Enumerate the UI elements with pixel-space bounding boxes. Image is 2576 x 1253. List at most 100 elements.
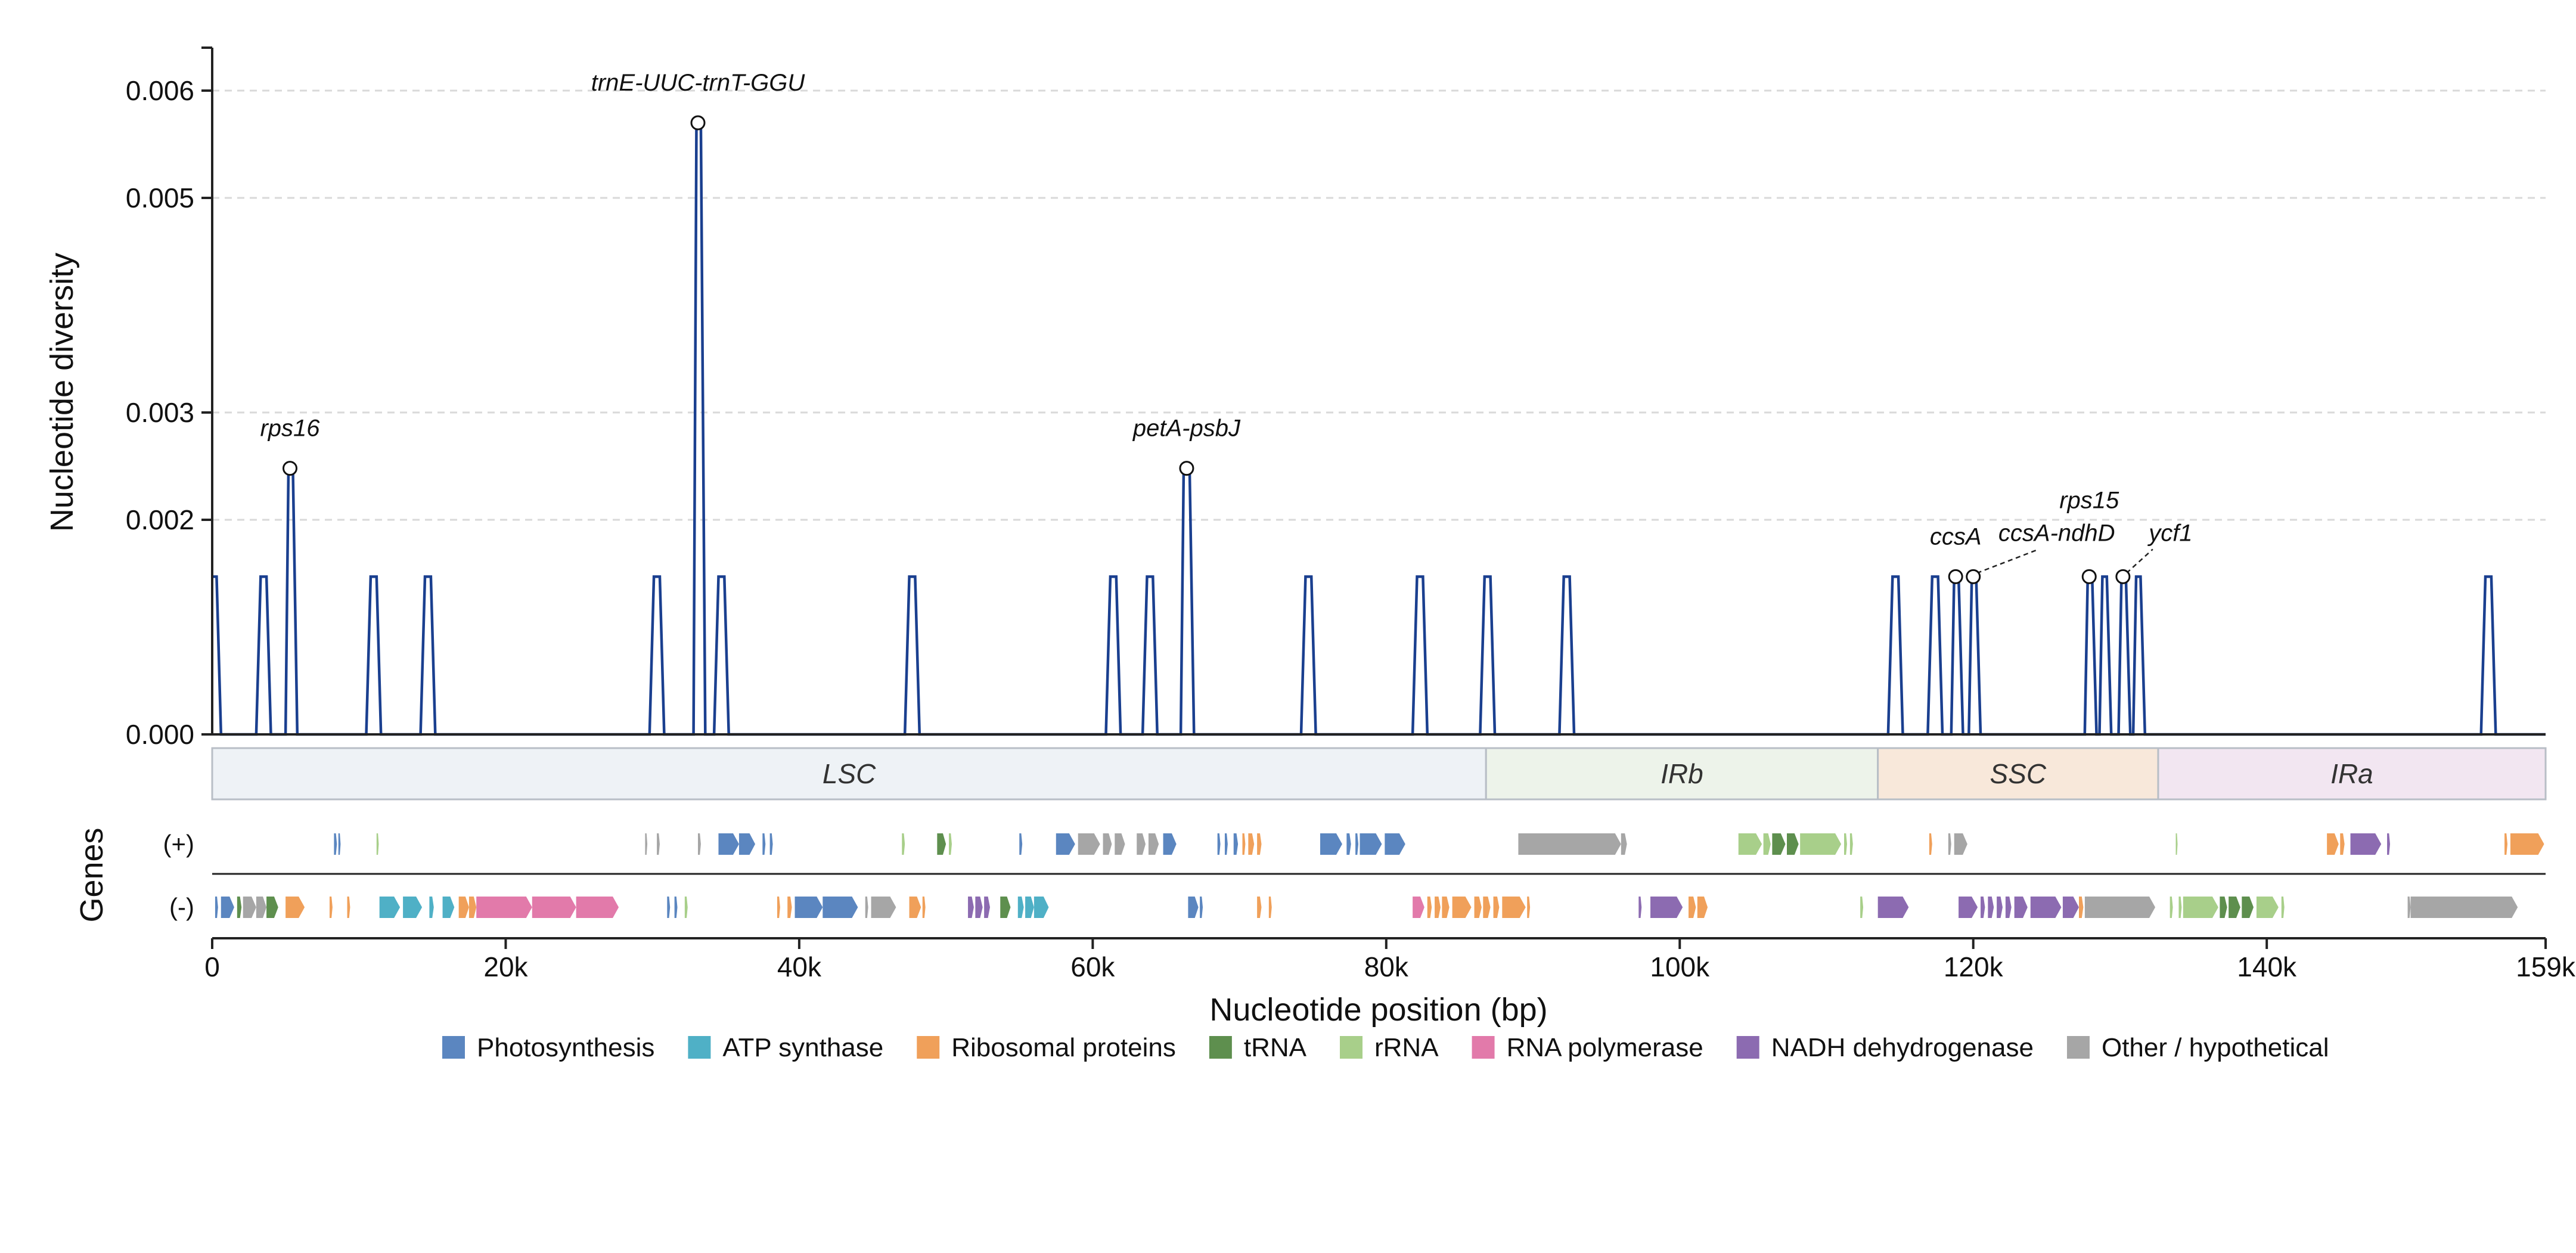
gene-plus-strand xyxy=(902,833,905,855)
gene-minus-strand xyxy=(532,897,576,918)
gene-minus-strand xyxy=(1200,897,1203,918)
gene-minus-strand xyxy=(2030,897,2062,918)
gene-minus-strand xyxy=(1474,897,1482,918)
legend-item: NADH dehydrogenase xyxy=(1736,1033,2034,1062)
gene-minus-strand xyxy=(1988,897,1994,918)
gene-plus-strand xyxy=(1787,833,1799,855)
gene-plus-strand xyxy=(1360,833,1382,855)
gene-minus-strand xyxy=(347,897,350,918)
gene-plus-strand xyxy=(2510,833,2544,855)
y-tick-label: 0.003 xyxy=(126,397,194,428)
gene-plus-strand xyxy=(1217,833,1221,855)
x-tick-label: 0 xyxy=(204,951,220,982)
region-band xyxy=(2157,747,2547,801)
peak-marker xyxy=(2115,569,2131,584)
gene-minus-strand xyxy=(458,897,469,918)
gene-plus-strand xyxy=(1233,833,1239,855)
gene-plus-strand xyxy=(718,833,739,855)
gene-minus-strand xyxy=(1017,897,1024,918)
gene-minus-strand xyxy=(2242,897,2254,918)
gene-minus-strand xyxy=(1860,897,1864,918)
gene-plus-strand xyxy=(1772,833,1786,855)
gene-minus-strand xyxy=(221,897,234,918)
gene-minus-strand xyxy=(1435,897,1441,918)
gene-minus-strand xyxy=(674,897,678,918)
legend-item: Ribosomal proteins xyxy=(917,1033,1176,1062)
region-label: IRb xyxy=(1661,758,1703,789)
gene-minus-strand xyxy=(2407,897,2411,918)
gene-plus-strand xyxy=(1518,833,1621,855)
gene-minus-strand xyxy=(823,897,858,918)
gene-minus-strand xyxy=(2014,897,2028,918)
y-tick-label: 0.000 xyxy=(126,719,194,750)
gene-minus-strand xyxy=(1268,897,1272,918)
legend-item: RNA polymerase xyxy=(1472,1033,1703,1062)
x-tick-label: 100k xyxy=(1650,951,1710,982)
peak-marker xyxy=(690,115,706,131)
legend-swatch xyxy=(688,1036,711,1059)
gene-plus-strand xyxy=(1078,833,1100,855)
legend-label: RNA polymerase xyxy=(1507,1033,1703,1062)
legend-swatch xyxy=(442,1036,465,1059)
gene-plus-strand xyxy=(698,833,701,855)
plus-strand-label: (+) xyxy=(163,830,195,858)
gene-minus-strand xyxy=(984,897,990,918)
gene-minus-strand xyxy=(1452,897,1472,918)
x-tick-label: 120k xyxy=(1944,951,2004,982)
gene-plus-strand xyxy=(334,833,337,855)
gene-plus-strand xyxy=(1257,833,1262,855)
gene-minus-strand xyxy=(215,897,218,918)
gene-minus-strand xyxy=(871,897,896,918)
legend-item: ATP synthase xyxy=(688,1033,883,1062)
peak-label: petA-psbJ xyxy=(1132,415,1241,442)
gene-minus-strand xyxy=(1981,897,1985,918)
legend-swatch xyxy=(1472,1036,1495,1059)
gene-plus-strand xyxy=(338,833,341,855)
region-label: IRa xyxy=(2330,758,2373,789)
peak-marker xyxy=(1966,569,1981,584)
gene-minus-strand xyxy=(1689,897,1696,918)
gene-minus-strand xyxy=(468,897,477,918)
legend: Photosynthesis ATP synthase Ribosomal prot… xyxy=(442,1033,2329,1062)
x-axis-title: Nucleotide position (bp) xyxy=(1209,992,1547,1028)
gene-plus-strand xyxy=(1056,833,1075,855)
gene-minus-strand xyxy=(865,897,868,918)
gene-minus-strand xyxy=(2062,897,2079,918)
x-tick-label: 140k xyxy=(2237,951,2297,982)
gene-minus-strand xyxy=(794,897,823,918)
gene-minus-strand xyxy=(2256,897,2279,918)
gene-minus-strand xyxy=(1000,897,1011,918)
gene-plus-strand xyxy=(2350,833,2382,855)
y-tick-label: 0.005 xyxy=(126,182,194,213)
gene-plus-strand xyxy=(1844,833,1847,855)
gene-plus-strand xyxy=(1320,833,1342,855)
gene-minus-strand xyxy=(2281,897,2285,918)
peak-marker xyxy=(2081,569,2097,584)
gene-plus-strand xyxy=(1137,833,1146,855)
gene-minus-strand xyxy=(1638,897,1642,918)
legend-item: tRNA xyxy=(1209,1033,1307,1062)
gene-plus-strand xyxy=(1621,833,1627,855)
gene-minus-strand xyxy=(576,897,619,918)
gene-plus-strand xyxy=(1954,833,1967,855)
gene-minus-strand xyxy=(266,897,278,918)
x-tick-label: 159k xyxy=(2516,951,2576,982)
x-tick-label: 80k xyxy=(1364,951,1409,982)
gene-plus-strand xyxy=(376,833,379,855)
region-band xyxy=(211,747,1487,801)
gene-plus-strand xyxy=(1346,833,1351,855)
peak-label: rps16 xyxy=(260,415,320,442)
legend-swatch xyxy=(1736,1036,1759,1059)
gene-plus-strand xyxy=(1763,833,1771,855)
gene-minus-strand xyxy=(2079,897,2084,918)
gene-plus-strand xyxy=(738,833,756,855)
gene-plus-strand xyxy=(2504,833,2507,855)
gene-plus-strand xyxy=(1163,833,1177,855)
gene-minus-strand xyxy=(777,897,780,918)
annotation-leader xyxy=(1976,548,2040,574)
gene-minus-strand xyxy=(2229,897,2240,918)
gene-minus-strand xyxy=(1527,897,1531,918)
gene-plus-strand xyxy=(1929,833,1932,855)
gene-minus-strand xyxy=(256,897,267,918)
